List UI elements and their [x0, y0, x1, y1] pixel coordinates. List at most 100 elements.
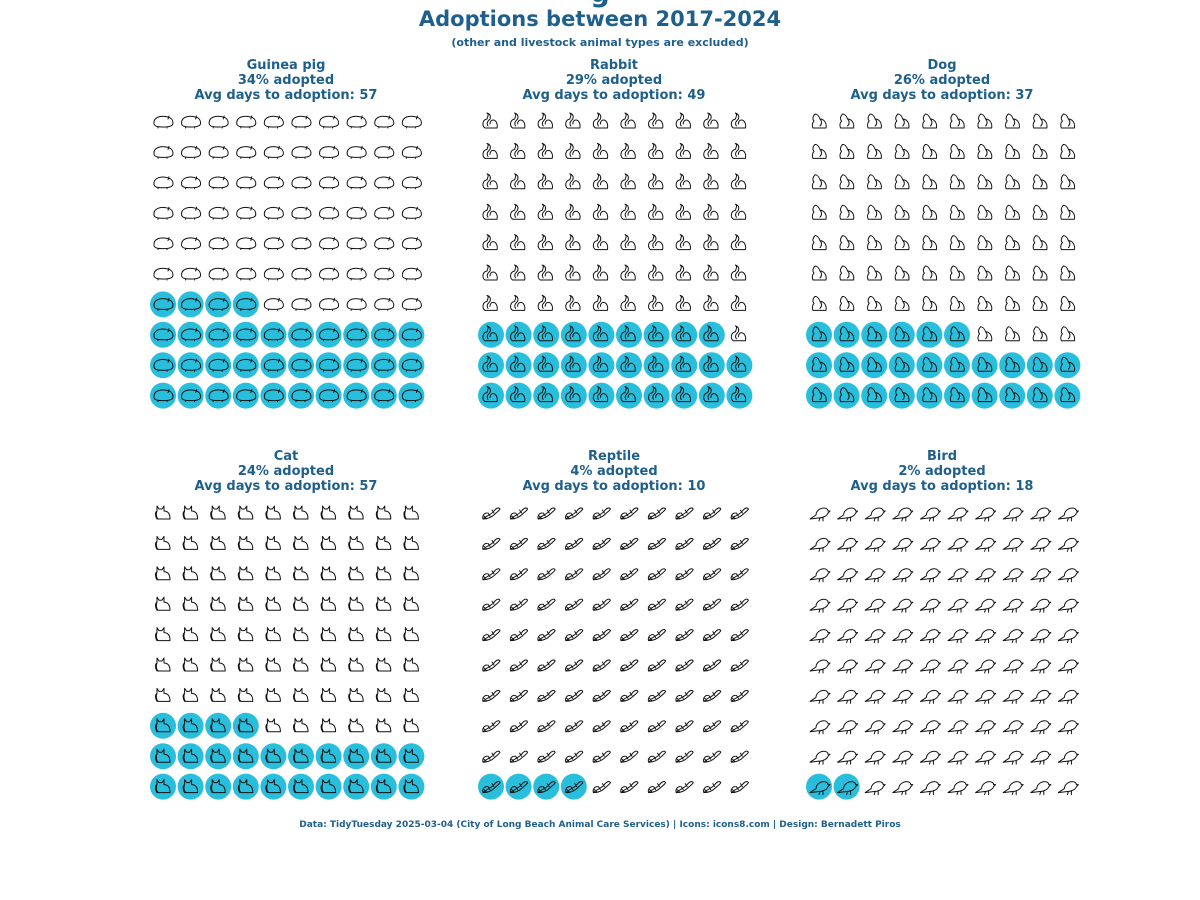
waffle-cell: [647, 537, 667, 550]
waffle-cell: [348, 687, 364, 702]
rabbit-icon: [592, 203, 609, 220]
waffle-cell: [592, 234, 609, 251]
adopted-marker: [150, 712, 176, 739]
waffle-cell: [703, 234, 719, 251]
cat-icon: [293, 505, 309, 520]
waffle-cell: [648, 294, 664, 311]
cat-icon: [210, 718, 226, 733]
waffle-cell: [592, 568, 611, 581]
panel-bird: Bird 2% adopted Avg days to adoption: 18: [792, 449, 1092, 811]
reptile-icon: [730, 720, 749, 733]
waffle-cell: [977, 174, 993, 190]
bird-icon: [864, 750, 886, 765]
waffle-cell-adopted: [478, 382, 504, 409]
reptile-icon: [482, 689, 501, 702]
reptile-icon: [675, 689, 694, 702]
waffle-cell: [894, 295, 910, 311]
reptile-icon: [592, 629, 611, 642]
reptile-icon: [592, 659, 611, 672]
reptile-icon: [537, 781, 556, 794]
guinea-pig-icon: [291, 176, 312, 190]
reptile-icon: [730, 689, 749, 702]
dog-icon: [1032, 174, 1048, 190]
waffle-cell: [947, 537, 969, 552]
waffle-cell: [648, 112, 664, 129]
waffle-cell: [703, 598, 722, 611]
waffle-cell: [510, 294, 526, 311]
reptile-icon: [482, 659, 501, 672]
waffle-cell: [293, 627, 309, 642]
rabbit-icon: [675, 173, 691, 190]
reptile-icon: [482, 629, 501, 642]
chart-title: Adoptions between 2017-2024: [418, 7, 782, 31]
adopted-marker: [588, 321, 615, 348]
guinea-pig-icon: [153, 328, 174, 342]
waffle-cell: [1032, 235, 1048, 251]
waffle-cell: [208, 115, 229, 129]
cat-icon: [182, 596, 199, 611]
waffle-cell: [703, 537, 722, 550]
reptile-icon: [647, 750, 667, 763]
bird-icon: [809, 629, 831, 644]
waffle-cell: [892, 507, 914, 522]
waffle-cell: [265, 505, 281, 520]
guinea-pig-icon: [346, 358, 367, 372]
waffle-cell: [592, 264, 609, 281]
guinea-pig-icon: [319, 328, 340, 342]
rabbit-icon: [565, 355, 581, 372]
waffle-cell-adopted: [643, 352, 670, 379]
waffle-cell: [319, 206, 340, 220]
bird-icon: [837, 720, 859, 735]
waffle-cell: [675, 294, 691, 311]
waffle-cell-adopted: [232, 773, 259, 800]
dog-icon: [867, 326, 882, 342]
dog-icon: [949, 113, 965, 129]
waffle-cell: [403, 596, 419, 611]
adopted-marker: [232, 712, 259, 739]
bird-icon: [1030, 507, 1052, 522]
cat-icon: [348, 627, 364, 642]
reptile-icon: [482, 568, 501, 581]
guinea-pig-icon: [319, 206, 340, 220]
rabbit-icon: [675, 142, 691, 159]
waffle-cell-adopted: [232, 382, 259, 409]
dog-icon: [922, 174, 938, 190]
waffle-cell: [1057, 507, 1079, 522]
waffle-cell: [703, 720, 722, 733]
cat-icon: [265, 596, 281, 611]
waffle-cell: [811, 174, 827, 190]
bird-icon: [809, 750, 831, 765]
guinea-pig-icon: [346, 145, 367, 159]
dog-icon: [811, 204, 827, 220]
adopted-marker: [533, 382, 560, 409]
waffle-cell-adopted: [343, 352, 370, 379]
bird-icon: [919, 720, 941, 735]
waffle-cell: [320, 596, 337, 611]
guinea-pig-icon: [319, 145, 340, 159]
waffle-cell: [1057, 598, 1079, 613]
dog-icon: [839, 295, 855, 311]
waffle-cell: [482, 750, 501, 763]
waffle-cell: [592, 537, 611, 550]
waffle-cell: [265, 627, 281, 642]
waffle-cell: [592, 750, 611, 763]
cat-icon: [155, 596, 171, 611]
waffle-cell: [592, 507, 611, 520]
waffle-cell: [730, 689, 749, 702]
waffle-cell: [703, 781, 722, 794]
adopted-marker: [398, 743, 425, 770]
guinea-pig-icon: [208, 115, 229, 129]
guinea-pig-icon: [291, 145, 312, 159]
waffle-cell-adopted: [177, 352, 204, 379]
waffle-cell: [839, 174, 855, 190]
dog-icon: [867, 143, 882, 159]
dog-icon: [1060, 143, 1076, 159]
reptile-icon: [620, 781, 639, 794]
reptile-icon: [703, 568, 722, 581]
bird-icon: [1030, 720, 1052, 735]
adopted-marker: [150, 321, 176, 348]
cat-icon: [155, 535, 171, 550]
waffle-cell: [703, 264, 719, 281]
waffle-cell: [155, 657, 171, 672]
waffle-cell: [537, 568, 556, 581]
